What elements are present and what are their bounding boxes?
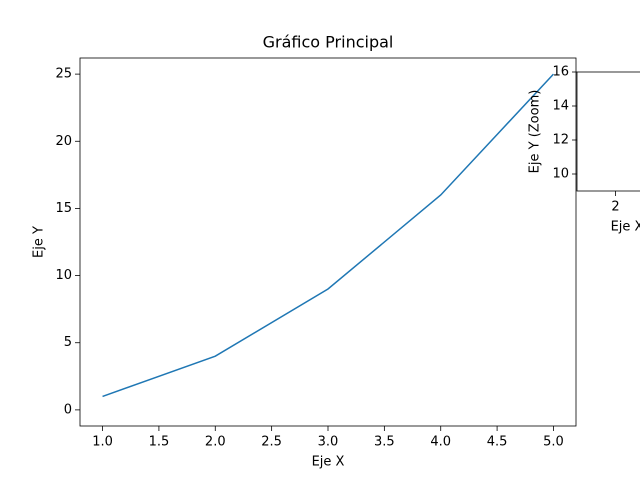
y-tick-label: 14 — [552, 99, 569, 114]
axes: 1.0 1.5 2.0 2.5 3.0 3.5 4.0 4.5 5.0 0 5 10 15 20 25 Grá… — [32, 33, 577, 470]
axes: 2 10 12 14 16 Eje X Eje Y (Zoom) — [528, 65, 640, 235]
axes-frame — [79, 57, 577, 427]
x-tick-label: 1.0 — [92, 435, 113, 450]
y-tick-label: 0 — [64, 402, 72, 417]
data-line — [102, 73, 555, 398]
y-tick-label: 25 — [55, 67, 72, 82]
y-tick-label: 15 — [55, 201, 72, 216]
x-tick-label: 2 — [611, 200, 619, 215]
x-tick-label: 2.5 — [261, 435, 282, 450]
y-tick-label: 10 — [552, 167, 569, 182]
axes-frame — [576, 71, 640, 192]
y-tick-label: 5 — [64, 335, 72, 350]
y-axis-label: Eje Y (Zoom) — [528, 90, 543, 174]
chart-title: Gráfico Principal — [263, 33, 394, 52]
x-tick-label: 4.5 — [487, 435, 508, 450]
x-tick-label: 4.0 — [430, 435, 451, 450]
y-tick-label: 20 — [55, 134, 72, 149]
x-tick-label: 5.0 — [543, 435, 564, 450]
y-axis-label: Eje Y — [32, 226, 47, 258]
y-tick-label: 12 — [552, 133, 569, 148]
x-tick-label: 2.0 — [205, 435, 226, 450]
x-axis-label: Eje X — [611, 220, 640, 235]
x-tick-label: 3.0 — [318, 435, 339, 450]
x-axis-label: Eje X — [312, 455, 345, 470]
y-tick-label: 10 — [55, 268, 72, 283]
y-tick-label: 16 — [552, 65, 569, 80]
x-tick-label: 3.5 — [374, 435, 395, 450]
x-tick-label: 1.5 — [149, 435, 170, 450]
